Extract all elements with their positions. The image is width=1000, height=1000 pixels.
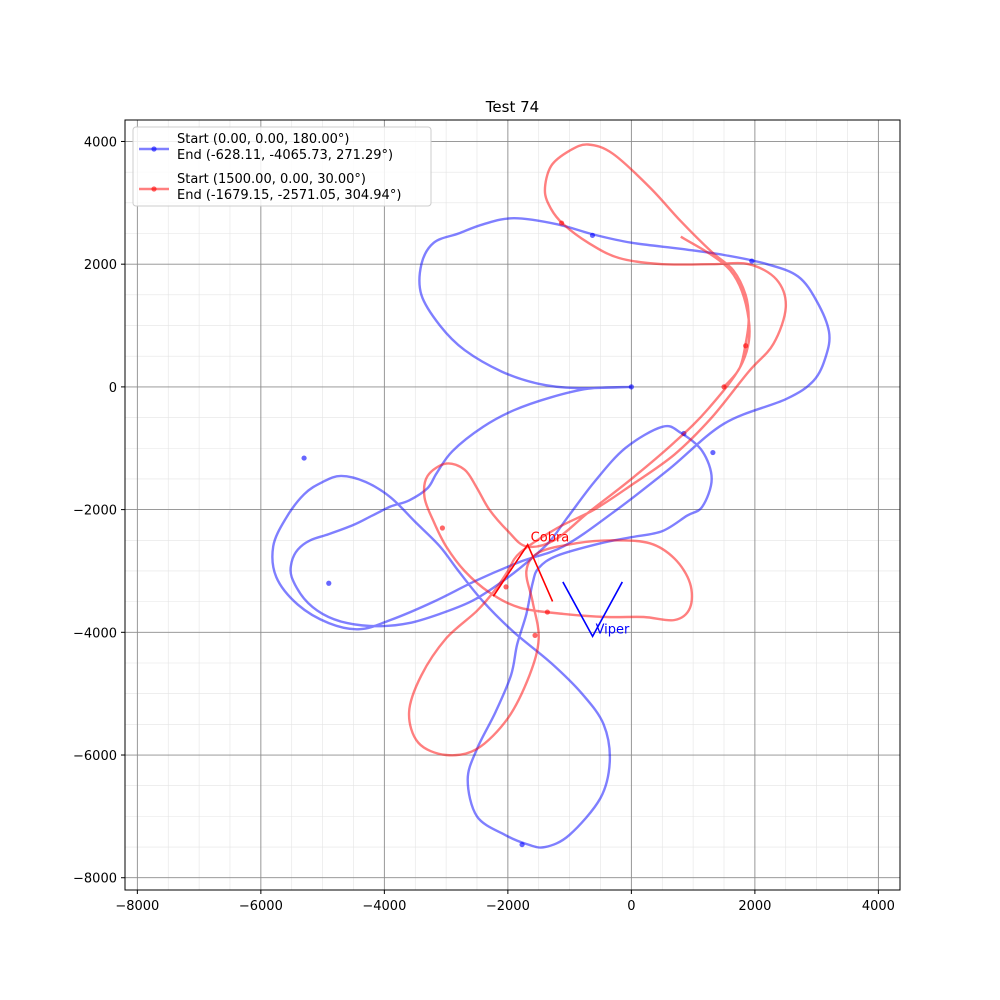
plot-frame xyxy=(124,119,901,891)
series-marker xyxy=(710,449,716,456)
y-tick-label: −6000 xyxy=(73,749,117,764)
series-marker xyxy=(519,841,525,848)
series-marker xyxy=(544,609,550,615)
y-tick-label: 0 xyxy=(109,381,117,396)
legend-label-line: End (-628.11, -4065.73, 271.29°) xyxy=(177,148,393,163)
legend-box xyxy=(132,126,432,207)
legend-label-line: End (-1679.15, -2571.05, 304.94°) xyxy=(177,188,401,203)
series-marker xyxy=(558,220,565,226)
end-marker-label: Cobra xyxy=(531,531,570,546)
x-tick-label: 0 xyxy=(627,899,635,914)
series-marker xyxy=(628,384,634,390)
annotation-layer: Viper Cobra xyxy=(492,531,630,639)
x-tick-label: −6000 xyxy=(239,899,283,914)
chart-title: Test 74 xyxy=(485,98,539,116)
series-marker xyxy=(503,584,509,590)
series-line xyxy=(407,143,788,757)
legend-entry: Start (1500.00, 0.00, 30.00°) End (-1679… xyxy=(139,172,401,203)
series-1 xyxy=(407,143,788,757)
series-marker xyxy=(439,525,446,531)
series-marker xyxy=(589,232,596,238)
end-marker-glyph xyxy=(492,542,554,602)
series-marker xyxy=(721,384,727,390)
legend: Start (0.00, 0.00, 180.00°) End (-628.11… xyxy=(132,126,432,207)
x-tick-label: 2000 xyxy=(738,899,771,914)
y-tick-label: −4000 xyxy=(73,626,117,641)
y-tick-label: −8000 xyxy=(73,872,117,887)
x-tick-label: −8000 xyxy=(115,899,159,914)
series-marker xyxy=(749,258,755,264)
series-marker xyxy=(532,632,538,638)
series-line xyxy=(271,217,831,849)
legend-entry: Start (0.00, 0.00, 180.00°) End (-628.11… xyxy=(139,132,393,163)
legend-swatch-marker xyxy=(151,146,157,152)
series-marker xyxy=(301,455,307,461)
series-layer xyxy=(271,143,831,849)
legend-label-line: Start (0.00, 0.00, 180.00°) xyxy=(177,132,349,147)
legend-label-line: Start (1500.00, 0.00, 30.00°) xyxy=(177,172,366,187)
x-tick-label: 4000 xyxy=(862,899,895,914)
x-tick-label: −2000 xyxy=(486,899,530,914)
series-marker xyxy=(743,343,749,349)
end-marker-glyph xyxy=(562,581,624,639)
minor-grid xyxy=(125,120,900,890)
end-marker-label: Viper xyxy=(596,622,630,637)
legend-swatch-marker xyxy=(151,186,157,192)
y-tick-label: −2000 xyxy=(73,504,117,519)
x-tick-label: −4000 xyxy=(362,899,406,914)
ticks-layer: −8000 −6000 −4000 −2000 0 2000 4000 −8000 −6000 −… xyxy=(73,135,895,914)
y-tick-label: 2000 xyxy=(84,258,117,273)
y-tick-label: 4000 xyxy=(84,135,117,150)
series-marker xyxy=(326,580,332,586)
